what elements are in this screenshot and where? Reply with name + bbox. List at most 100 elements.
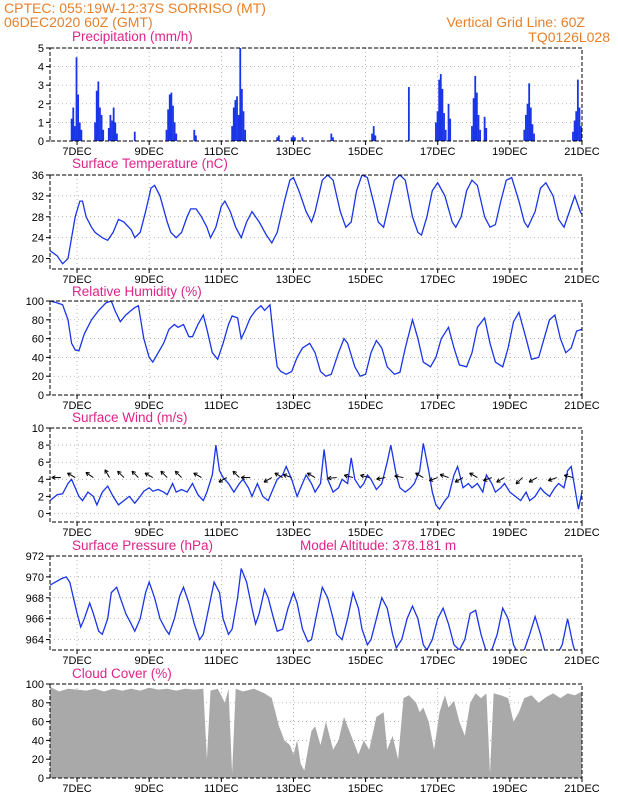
precip-bar — [78, 122, 81, 141]
x-tick-label: 21DEC — [564, 655, 600, 667]
panel-frame — [49, 47, 583, 142]
panel-wind: 7DEC 9DEC 11DEC 13DEC 15DEC 17DEC 19DEC 21DEC 0 2… — [32, 410, 600, 539]
x-tick-label: 9DEC — [135, 400, 164, 412]
precip-bar — [236, 96, 238, 141]
x-tick-label: 15DEC — [348, 146, 384, 158]
precip-bar — [526, 103, 529, 141]
panel-title: Cloud Cover (%) — [72, 666, 172, 681]
y-tick-label: 2 — [38, 99, 44, 111]
precip-bar — [443, 113, 445, 141]
precip-bar — [193, 129, 196, 141]
x-tick-label: 17DEC — [420, 783, 456, 795]
x-tick-label: 7DEC — [62, 655, 91, 667]
wind-arrow — [282, 473, 292, 479]
precip-bar — [97, 81, 100, 141]
pressure-line — [50, 568, 576, 650]
precip-bar — [170, 92, 173, 141]
y-tick-label: 36 — [32, 170, 44, 182]
x-tick-label: 7DEC — [62, 783, 91, 795]
wind-arrow — [496, 477, 505, 483]
x-tick-label: 9DEC — [135, 274, 164, 286]
precip-bar — [133, 131, 136, 141]
precip-bar — [330, 133, 333, 141]
x-tick-label: 11DEC — [204, 146, 239, 158]
x-tick-label: 11DEC — [204, 400, 239, 412]
y-tick-label: 20 — [32, 754, 44, 766]
precip-bar — [239, 48, 242, 141]
precip-bar — [168, 94, 171, 141]
plot-area — [50, 686, 582, 778]
x-tick-label: 19DEC — [492, 400, 528, 412]
x-tick-label: 11DEC — [204, 655, 239, 667]
x-tick-label: 21DEC — [564, 400, 600, 412]
plot-area — [50, 175, 582, 265]
wind-arrow — [240, 475, 251, 480]
precip-bar — [244, 129, 247, 141]
precip-bar — [371, 133, 373, 141]
x-tick-label: 17DEC — [420, 527, 456, 539]
panel-title: Surface Pressure (hPa) — [72, 538, 213, 553]
wind-arrow — [454, 477, 464, 483]
panel-frame — [49, 555, 583, 651]
precip-bar — [276, 137, 279, 141]
precip-bar — [479, 129, 482, 141]
precip-bar — [572, 131, 574, 141]
precip-bar — [109, 114, 112, 141]
precip-bar — [407, 87, 410, 141]
x-tick-label: 13DEC — [276, 783, 312, 795]
precip-bar — [485, 127, 488, 141]
y-tick-label: 4 — [38, 474, 44, 486]
wind-arrow — [515, 477, 523, 485]
precip-bar — [435, 122, 437, 141]
y-tick-label: 968 — [26, 593, 44, 605]
y-tick-label: 966 — [26, 614, 44, 626]
x-tick-label: 15DEC — [348, 400, 384, 412]
wind-arrow — [306, 472, 316, 478]
x-tick-label: 7DEC — [62, 400, 91, 412]
grid-note-label: Vertical Grid Line: 60Z — [446, 14, 585, 30]
wind-arrow — [428, 477, 438, 482]
precip-bar — [234, 100, 237, 141]
precip-bar — [533, 133, 535, 141]
y-tick-label: 80 — [32, 315, 44, 327]
precip-bar — [438, 79, 441, 141]
plot-area — [50, 443, 582, 511]
plot-area — [70, 48, 582, 141]
y-tick-label: 60 — [32, 334, 44, 346]
wind-arrow — [144, 472, 154, 478]
humidity-line — [50, 301, 582, 377]
run-date-label: 06DEC2020 60Z (GMT) — [4, 14, 153, 30]
precip-bar — [578, 107, 581, 141]
x-tick-label: 21DEC — [564, 783, 600, 795]
precip-bar — [523, 129, 526, 141]
wind-arrow — [218, 477, 227, 483]
y-tick-label: 60 — [32, 717, 44, 729]
y-tick-label: 5 — [38, 43, 44, 55]
precip-bar — [332, 137, 334, 141]
precip-bar — [529, 107, 532, 141]
panel-temperature: 7DEC 9DEC 11DEC 13DEC 15DEC 17DEC 19DEC 21DEC 20… — [32, 156, 600, 286]
precip-bar — [80, 129, 83, 141]
panel-subtitle: Model Altitude: 378.181 m — [300, 538, 456, 553]
y-tick-label: 6 — [38, 457, 44, 469]
precip-bar — [439, 74, 442, 141]
precip-bar — [165, 129, 168, 141]
precip-bar — [471, 126, 473, 141]
precip-bar — [194, 135, 197, 141]
y-tick-label: 1 — [38, 117, 44, 129]
precip-bar — [231, 126, 234, 141]
wind-arrow — [51, 475, 61, 480]
wind-arrow — [482, 477, 493, 482]
y-tick-label: 4 — [38, 62, 44, 74]
y-tick-label: 0 — [38, 390, 44, 402]
x-tick-label: 15DEC — [348, 655, 384, 667]
precip-bar — [372, 126, 375, 141]
y-tick-label: 2 — [38, 491, 44, 503]
panel-title: Surface Wind (m/s) — [72, 410, 188, 425]
y-tick-label: 40 — [32, 735, 44, 747]
precip-bar — [112, 107, 115, 141]
wind-arrow — [563, 473, 574, 479]
y-tick-label: 24 — [32, 233, 44, 245]
wind-arrow — [274, 472, 283, 478]
precip-bar — [173, 122, 176, 141]
